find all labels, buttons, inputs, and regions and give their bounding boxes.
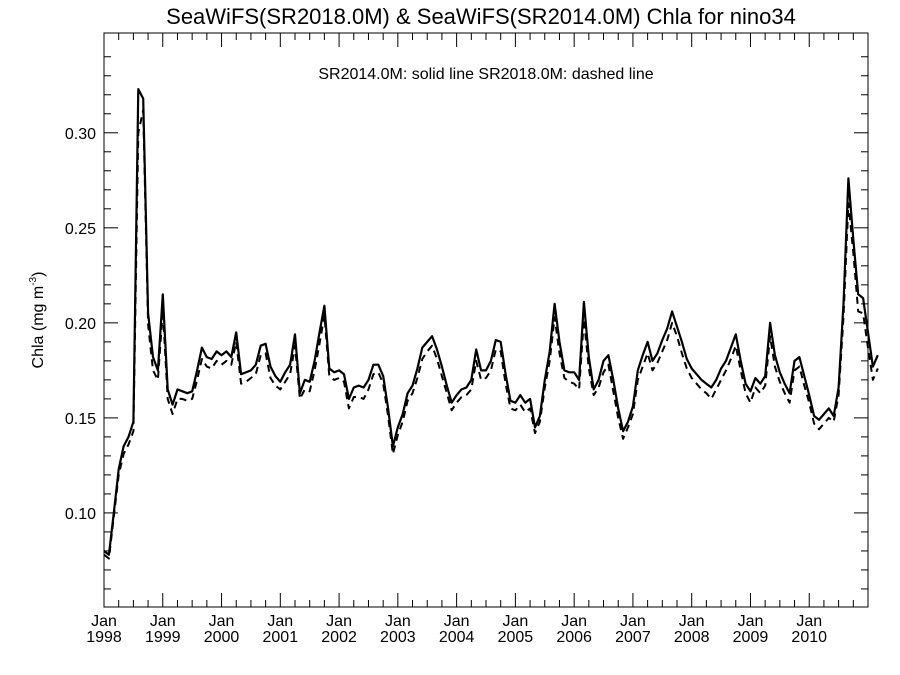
x-tick-year: 2006 (556, 629, 592, 646)
x-tick-month: Jan (620, 613, 646, 630)
y-tick-label: 0.30 (65, 126, 96, 143)
y-tick-label: 0.15 (65, 411, 96, 428)
x-tick-year: 2001 (263, 629, 299, 646)
x-tick-year: 2009 (733, 629, 769, 646)
x-tick-month: Jan (326, 613, 352, 630)
x-tick-year: 2008 (674, 629, 710, 646)
x-tick-month: Jan (91, 613, 117, 630)
x-tick-month: Jan (209, 613, 235, 630)
y-axis-label: Chla (mg m-3) (28, 272, 47, 369)
tick-labels: 0.100.150.200.250.30Jan1998Jan1999Jan200… (65, 126, 827, 646)
y-axis-label-text: Chla (mg m (30, 286, 47, 369)
x-tick-year: 1998 (86, 629, 122, 646)
x-tick-month: Jan (385, 613, 411, 630)
x-tick-year: 2003 (380, 629, 416, 646)
x-tick-year: 2000 (204, 629, 240, 646)
x-tick-month: Jan (502, 613, 528, 630)
x-tick-month: Jan (150, 613, 176, 630)
x-tick-year: 1999 (145, 629, 181, 646)
series-line-solid (103, 87, 879, 556)
axis-ticks (103, 33, 868, 607)
y-axis-label-superscript: -3 (28, 276, 39, 285)
series-line-dashed (103, 109, 879, 560)
x-tick-month: Jan (267, 613, 293, 630)
plot-frame (103, 32, 869, 608)
y-axis-label-close: ) (30, 272, 47, 277)
x-tick-month: Jan (444, 613, 470, 630)
x-tick-month: Jan (561, 613, 587, 630)
x-tick-year: 2002 (321, 629, 357, 646)
legend-annotation: SR2014.0M: solid line SR2018.0M: dashed … (318, 66, 653, 83)
series-lines (103, 87, 879, 560)
x-tick-year: 2010 (791, 629, 827, 646)
x-tick-year: 2007 (615, 629, 651, 646)
chart-title: SeaWiFS(SR2018.0M) & SeaWiFS(SR2014.0M) … (166, 4, 796, 29)
x-tick-month: Jan (738, 613, 764, 630)
x-tick-month: Jan (679, 613, 705, 630)
x-tick-year: 2005 (498, 629, 534, 646)
x-tick-year: 2004 (439, 629, 475, 646)
y-tick-label: 0.25 (65, 221, 96, 238)
y-tick-label: 0.20 (65, 316, 96, 333)
y-tick-label: 0.10 (65, 506, 96, 523)
x-tick-month: Jan (796, 613, 822, 630)
